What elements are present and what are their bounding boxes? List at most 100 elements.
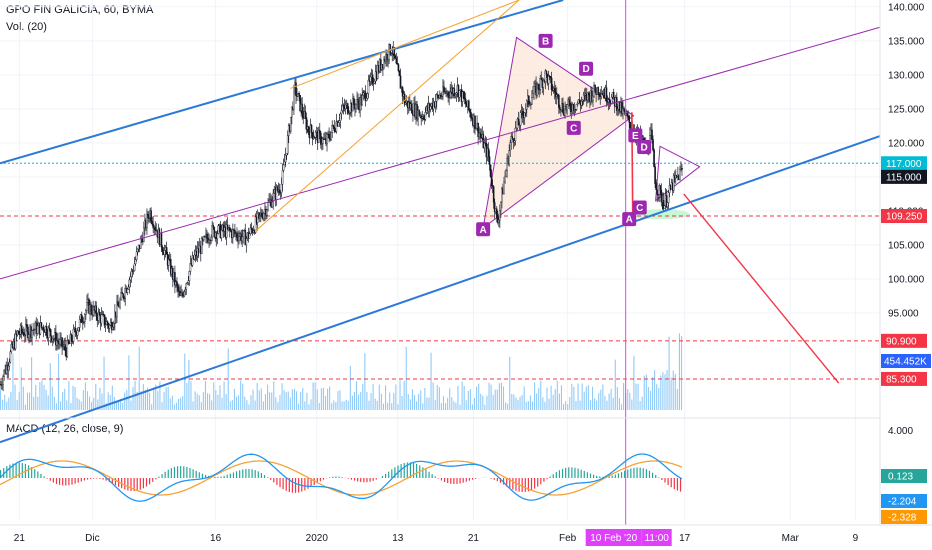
volume-bar <box>273 381 275 410</box>
volume-bar <box>80 401 82 410</box>
price-tick-label: 125.000 <box>888 104 925 115</box>
candle-body <box>212 225 214 228</box>
candle-body <box>92 306 94 316</box>
macd-histogram-bar <box>220 476 222 478</box>
candle-body <box>398 70 401 77</box>
volume-bar <box>643 375 645 410</box>
macd-histogram-bar <box>534 478 536 489</box>
candle-body <box>347 113 350 115</box>
macd-histogram-bar <box>77 478 79 483</box>
candle-body <box>474 115 476 129</box>
volume-bar <box>391 403 393 410</box>
candle-body <box>371 74 374 85</box>
pattern-label-A: A <box>622 212 637 227</box>
macd-histogram-bar <box>310 478 312 487</box>
candle-body <box>396 63 399 65</box>
volume-bar <box>101 393 103 410</box>
volume-bar <box>117 401 120 410</box>
candle-body <box>322 138 324 144</box>
candle-body <box>600 93 603 97</box>
macd-histogram-bar <box>204 474 207 478</box>
pattern-label-box <box>566 120 581 135</box>
macd-histogram-bar <box>406 462 408 478</box>
volume-bar <box>384 385 387 410</box>
volume-bar <box>575 401 577 410</box>
macd-histogram-bar <box>49 478 51 481</box>
volume-bar <box>18 392 20 410</box>
candle-body <box>605 87 608 102</box>
macd-histogram-bar <box>655 474 657 478</box>
candle-body <box>20 325 23 333</box>
volume-bar <box>529 395 531 410</box>
macd-histogram-bar <box>471 478 474 480</box>
volume-bar <box>666 370 668 410</box>
candle-body <box>373 80 376 84</box>
candle-body <box>337 122 340 127</box>
candle-body <box>26 324 28 328</box>
volume-bar <box>399 380 401 410</box>
candle-body <box>55 332 57 346</box>
macd-histogram-bar <box>214 476 216 478</box>
volume-bar <box>602 384 604 410</box>
candle-body <box>317 130 320 143</box>
candle-body <box>10 343 13 353</box>
volume-bar <box>72 385 74 410</box>
macd-histogram-bar <box>245 468 247 478</box>
candle-body <box>608 99 611 103</box>
candle-body <box>284 154 287 163</box>
candle-body <box>53 337 55 340</box>
volume-bar <box>53 396 55 410</box>
macd-histogram-bar <box>27 465 30 478</box>
candle-body <box>654 166 656 184</box>
macd-histogram-bar <box>71 478 73 485</box>
volume-bar <box>252 389 254 410</box>
volume-bar <box>238 395 240 410</box>
volume-bar <box>335 402 337 410</box>
candle-body <box>424 111 427 120</box>
candle-body <box>397 64 400 72</box>
candle-body <box>133 263 136 271</box>
candle-body <box>655 183 657 191</box>
macd-histogram-bar <box>31 467 33 478</box>
candle-body <box>121 292 123 295</box>
candle-body <box>681 168 683 170</box>
macd-histogram-bar <box>276 478 278 485</box>
volume-bar <box>416 401 418 410</box>
volume-bar <box>128 355 130 410</box>
volume-bar <box>536 393 538 410</box>
candle-body <box>610 96 613 104</box>
macd-histogram-bar <box>133 478 135 492</box>
candle-body <box>504 175 506 183</box>
candle-body <box>181 292 183 295</box>
volume-bar <box>376 400 378 410</box>
candle-body <box>326 133 328 145</box>
volume-bar <box>51 386 53 410</box>
candle-body <box>496 217 499 223</box>
volume-bar <box>672 370 674 410</box>
volume-bar <box>447 397 449 410</box>
candle-body <box>501 188 503 203</box>
volume-bar <box>372 384 374 410</box>
macd-histogram-bar <box>633 467 635 478</box>
candle-body <box>47 327 50 339</box>
macd-histogram-bar <box>450 478 452 484</box>
volume-bar <box>573 386 575 410</box>
pattern-label-text: D <box>641 142 648 153</box>
price-axis: 140.000 135.000 130.000 125.000 120.000 115.0… <box>879 0 932 530</box>
macd-histogram-bar <box>384 473 387 478</box>
macd-histogram-bar <box>68 478 70 486</box>
volume-bar <box>215 390 217 410</box>
candle-body <box>203 236 205 241</box>
macd-histogram-bar <box>596 475 598 478</box>
candle-body <box>471 117 473 120</box>
pattern-label-text: D <box>582 64 589 75</box>
volume-bar <box>678 333 680 410</box>
volume-bar <box>217 394 219 410</box>
volume-bar <box>511 394 513 410</box>
candle-body <box>146 213 148 228</box>
macd-histogram-bar <box>580 469 582 478</box>
volume-bar <box>171 395 173 410</box>
macd-histogram-bar <box>273 478 275 483</box>
